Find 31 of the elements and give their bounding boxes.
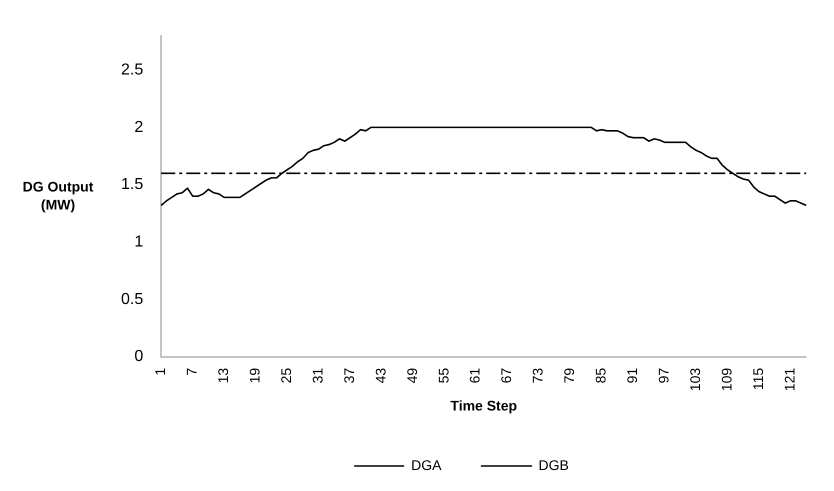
y-tick-label: 0 bbox=[134, 348, 144, 366]
x-tick-label: 7 bbox=[184, 368, 200, 376]
x-tick-label: 103 bbox=[686, 368, 703, 392]
x-tick-label: 25 bbox=[278, 368, 294, 384]
x-tick-label: 109 bbox=[718, 368, 734, 392]
x-tick-label: 37 bbox=[340, 368, 357, 384]
y-tick-label: 2 bbox=[134, 118, 144, 136]
y-tick-label: 2.5 bbox=[120, 61, 144, 78]
legend-label: DGA bbox=[411, 456, 442, 473]
x-tick-label: 43 bbox=[372, 368, 388, 384]
x-tick-label: 55 bbox=[435, 368, 452, 384]
y-tick-label: 1.5 bbox=[120, 176, 144, 194]
x-tick-label: 121 bbox=[781, 368, 798, 392]
y-tick-label: 0.5 bbox=[120, 290, 144, 308]
y-axis-title: DG Output (MW) bbox=[22, 178, 94, 213]
x-tick-label: 49 bbox=[404, 368, 420, 384]
x-tick-label: 67 bbox=[498, 368, 514, 384]
x-tick-label: 97 bbox=[655, 368, 672, 384]
x-tick-label: 91 bbox=[624, 368, 640, 384]
x-tick-label: 79 bbox=[561, 368, 578, 384]
legend-label: DGB bbox=[538, 456, 569, 473]
x-tick-label: 13 bbox=[215, 368, 232, 384]
x-tick-label: 61 bbox=[466, 368, 483, 384]
x-tick-label: 31 bbox=[309, 368, 326, 384]
x-tick-label: 115 bbox=[750, 368, 766, 390]
x-axis-title: Time Step bbox=[450, 397, 518, 414]
x-tick-label: 1 bbox=[152, 368, 168, 376]
x-tick-label: 19 bbox=[246, 368, 262, 384]
x-tick-label: 73 bbox=[530, 368, 546, 384]
x-tick-label: 85 bbox=[592, 368, 609, 384]
y-tick-label: 1 bbox=[134, 234, 144, 251]
